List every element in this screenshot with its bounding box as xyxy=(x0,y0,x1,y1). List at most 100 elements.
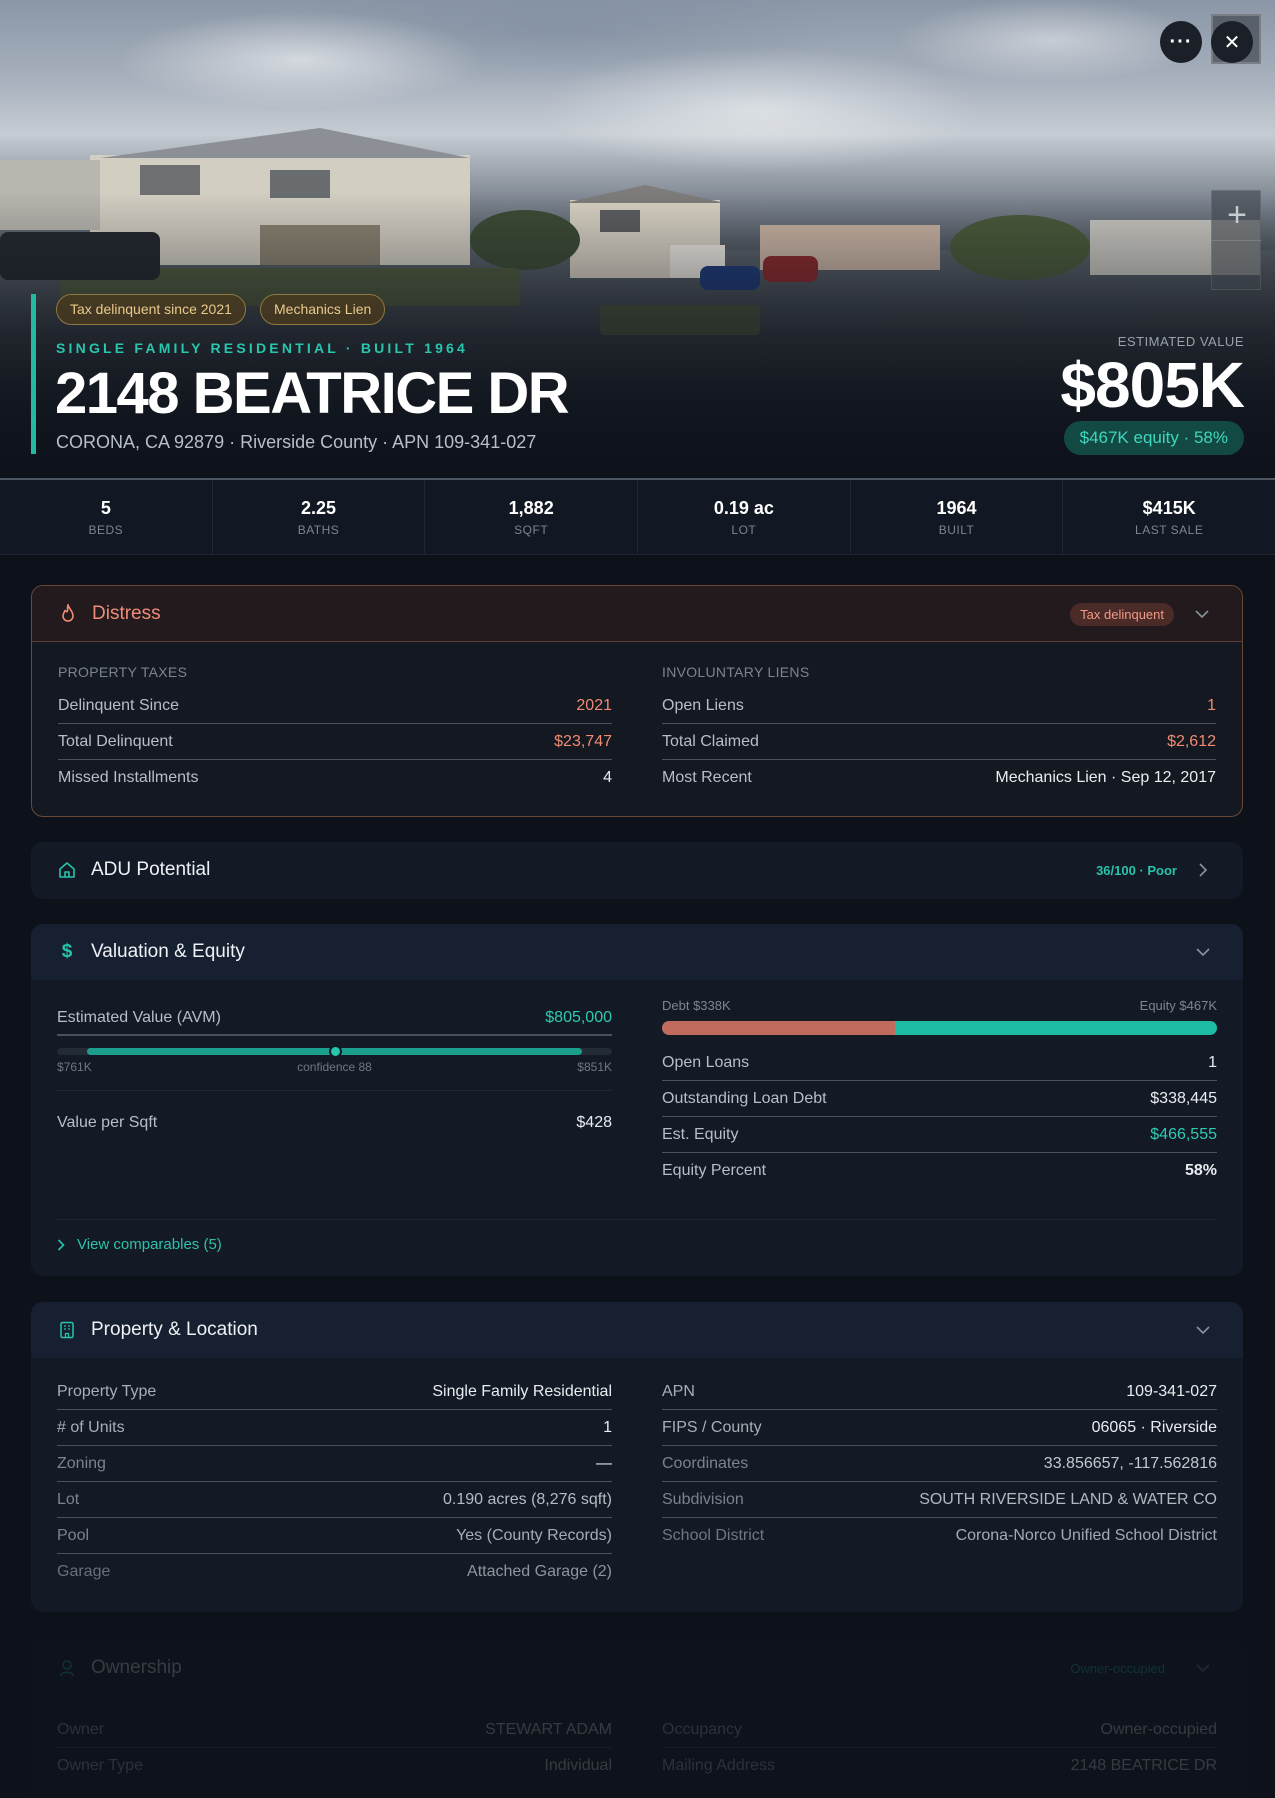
hero-divider xyxy=(0,478,1275,480)
row-value: $428 xyxy=(576,1114,612,1131)
hero-gradient xyxy=(0,0,1275,480)
table-row: Subdivision SOUTH RIVERSIDE LAND & WATER … xyxy=(662,1482,1217,1518)
avm-section: Estimated Value (AVM) $805,000 $761K con… xyxy=(57,1004,612,1189)
table-row: Owner STEWART ADAM xyxy=(57,1712,612,1748)
chevron-right-icon[interactable] xyxy=(1193,860,1213,880)
table-row: Open Loans 1 xyxy=(662,1045,1217,1081)
row-value: $338,445 xyxy=(1150,1089,1217,1107)
row-value: Owner-occupied xyxy=(1100,1720,1218,1738)
equity-segment xyxy=(895,1021,1217,1035)
stat-sqft: 1,882 SQFT xyxy=(425,480,639,554)
row-value: $466,555 xyxy=(1150,1125,1217,1143)
distress-header[interactable]: Distress Tax delinquent xyxy=(32,586,1242,642)
property-taxes-section: PROPERTY TAXES Delinquent Since 2021 Tota… xyxy=(58,664,612,796)
badge-mechanics-lien: Mechanics Lien xyxy=(260,294,386,325)
adu-title: ADU Potential xyxy=(91,859,211,880)
row-value: 1 xyxy=(1207,696,1216,714)
badge-tax-delinquent: Tax delinquent since 2021 xyxy=(56,294,246,325)
stat-lot: 0.19 ac LOT xyxy=(638,480,851,554)
table-row: Delinquent Since 2021 xyxy=(58,688,612,724)
row-value: 06065 · Riverside xyxy=(1091,1418,1217,1436)
dollar-icon: $ xyxy=(61,941,73,962)
row-key: Value per Sqft xyxy=(57,1114,158,1131)
row-key: Property Type xyxy=(57,1382,157,1400)
table-row: Coordinates 33.856657, -117.562816 xyxy=(662,1446,1217,1482)
ownership-header[interactable]: Ownership Owner-occupied xyxy=(31,1640,1243,1696)
close-icon: ✕ xyxy=(1223,31,1241,54)
avm-high: $851K xyxy=(577,1060,612,1074)
row-key: # of Units xyxy=(57,1418,125,1436)
adu-header[interactable]: ADU Potential 36/100 · Poor xyxy=(31,842,1243,898)
row-value: Corona-Norco Unified School District xyxy=(955,1527,1217,1544)
table-row: Outstanding Loan Debt $338,445 xyxy=(662,1081,1217,1117)
zoom-in-button[interactable]: + xyxy=(1212,191,1262,241)
valuation-title: Valuation & Equity xyxy=(91,941,245,962)
table-row: School District Corona-Norco Unified Scho… xyxy=(662,1518,1217,1554)
stat-label: LAST SALE xyxy=(1135,522,1204,537)
row-key: Occupancy xyxy=(662,1720,743,1738)
table-row: Lot 0.190 acres (8,276 sqft) xyxy=(57,1482,612,1518)
stat-label: BEDS xyxy=(88,522,124,537)
chevron-down-icon[interactable] xyxy=(1193,1658,1213,1678)
table-row: Equity Percent 58% xyxy=(662,1153,1217,1189)
table-row: Zoning — xyxy=(57,1446,612,1482)
ownership-title: Ownership xyxy=(91,1657,182,1678)
row-value: 1 xyxy=(1208,1053,1217,1071)
table-row: Est. Equity $466,555 xyxy=(662,1117,1217,1153)
row-key: School District xyxy=(662,1527,765,1544)
table-row: Most Recent Mechanics Lien · Sep 12, 2017 xyxy=(662,760,1216,796)
row-key: Zoning xyxy=(57,1454,106,1472)
row-key: Mailing Address xyxy=(662,1757,775,1774)
distress-status-badge: Tax delinquent xyxy=(1070,603,1174,626)
table-row: Mailing Address 2148 BEATRICE DR xyxy=(662,1748,1217,1784)
table-row: Missed Installments 4 xyxy=(58,760,612,796)
row-key: Pool xyxy=(57,1526,90,1544)
debt-equity-section: Debt $338K Equity $467K Open Loans 1 Outs… xyxy=(662,998,1217,1189)
section-label: PROPERTY TAXES xyxy=(58,664,188,680)
more-options-button[interactable]: ··· xyxy=(1160,21,1202,63)
chevron-down-icon[interactable] xyxy=(1193,942,1213,962)
equity-pill: $467K equity · 58% xyxy=(1063,421,1244,455)
row-key: Owner Type xyxy=(57,1757,143,1774)
row-value: $2,612 xyxy=(1167,732,1216,750)
stat-value: $415K xyxy=(1142,497,1196,518)
valuation-header[interactable]: $ Valuation & Equity xyxy=(31,924,1243,980)
ellipsis-icon: ··· xyxy=(1169,30,1193,53)
value-per-sqft-row: Value per Sqft $428 xyxy=(57,1105,612,1141)
estimated-value-label: ESTIMATED VALUE xyxy=(1117,334,1244,349)
stat-label: LOT xyxy=(731,522,757,537)
stat-value: 1,882 xyxy=(508,497,554,518)
property-subtitle: SINGLE FAMILY RESIDENTIAL · BUILT 1964 xyxy=(56,340,469,356)
avm-label: Estimated Value (AVM) xyxy=(57,1009,221,1026)
row-key: Owner xyxy=(57,1720,105,1738)
avm-confidence: confidence 88 xyxy=(297,1060,372,1074)
close-button[interactable]: ✕ xyxy=(1211,21,1253,63)
ownership-card: Ownership Owner-occupied Owner STEWART AD… xyxy=(31,1640,1243,1798)
title-accent-bar xyxy=(31,294,36,454)
chevron-down-icon[interactable] xyxy=(1192,604,1212,624)
plus-icon: + xyxy=(1227,196,1247,234)
stats-strip: 5 BEDS 2.25 BATHS 1,882 SQFT 0.19 ac LOT 196… xyxy=(0,480,1275,555)
row-key: Most Recent xyxy=(662,769,752,786)
row-value: $23,747 xyxy=(554,732,612,750)
avm-value: $805,000 xyxy=(545,1009,612,1026)
row-value: Individual xyxy=(544,1757,612,1774)
section-label: INVOLUNTARY LIENS xyxy=(662,664,810,680)
chevron-down-icon[interactable] xyxy=(1193,1320,1213,1340)
ownership-right: Occupancy Owner-occupied Mailing Address 2… xyxy=(662,1712,1217,1784)
avm-confidence-bar xyxy=(57,1045,612,1058)
adu-potential-card[interactable]: ADU Potential 36/100 · Poor xyxy=(31,842,1243,899)
debt-label: Debt $338K xyxy=(662,998,731,1013)
table-row: APN 109-341-027 xyxy=(662,1374,1217,1410)
stat-value: 0.19 ac xyxy=(713,497,774,518)
row-value: 2148 BEATRICE DR xyxy=(1070,1757,1217,1774)
row-key: APN xyxy=(662,1382,695,1400)
row-value: Yes (County Records) xyxy=(456,1526,612,1544)
row-key: Lot xyxy=(57,1490,80,1508)
home-icon xyxy=(57,860,77,880)
involuntary-liens-section: INVOLUNTARY LIENS Open Liens 1 Total Clai… xyxy=(662,664,1216,796)
property-header[interactable]: Property & Location xyxy=(31,1302,1243,1358)
view-comparables-link[interactable]: View comparables (5) xyxy=(57,1219,1217,1253)
user-icon xyxy=(57,1658,77,1678)
ownership-badge: Owner-occupied xyxy=(1070,1661,1165,1676)
